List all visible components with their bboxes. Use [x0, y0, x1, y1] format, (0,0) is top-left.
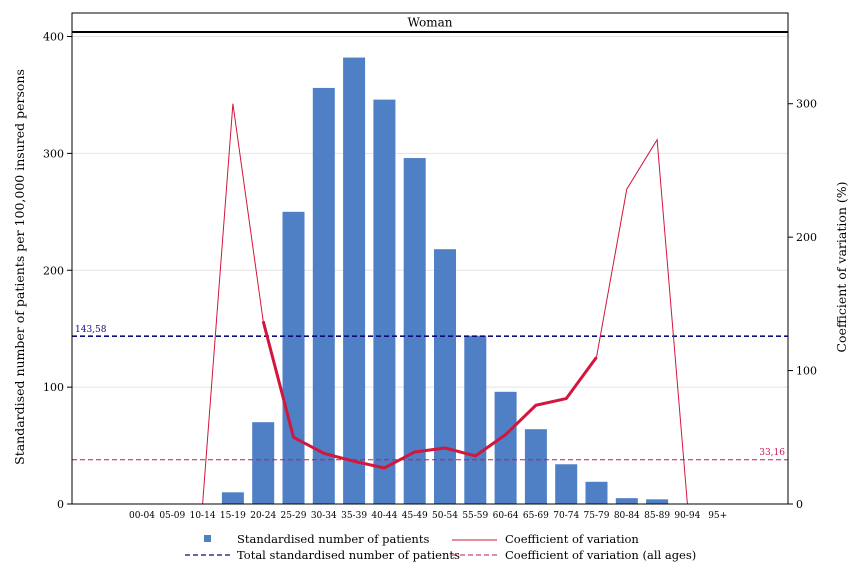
y-left-tick-label: 300 [43, 147, 64, 160]
x-tick-label: 30-34 [311, 511, 337, 521]
y-right-tick-label: 300 [796, 98, 817, 111]
x-tick-label: 20-24 [250, 511, 276, 521]
gridlines [72, 36, 788, 388]
y-left-tick-label: 0 [57, 498, 64, 511]
legend-marker-bar [204, 535, 211, 542]
y-axis-left-label: Standardised number of patients per 100,… [12, 69, 27, 465]
x-tick-label: 60-64 [493, 511, 519, 521]
bar-50-54 [434, 249, 456, 504]
x-tick-label: 10-14 [190, 511, 216, 521]
bar-45-49 [403, 158, 426, 504]
x-tick-label: 95+ [708, 511, 727, 521]
cv-line-series [202, 103, 688, 505]
y-left-tick-label: 400 [43, 31, 64, 44]
x-tick-label: 50-54 [432, 511, 458, 521]
bar-15-19 [221, 492, 244, 504]
legend-label-cv: Coefficient of variation [505, 532, 639, 546]
bar-35-39 [343, 57, 366, 504]
y-left-tick-label: 100 [43, 381, 64, 394]
x-tick-label: 25-29 [281, 511, 307, 521]
y-left-tick-label: 200 [43, 264, 64, 277]
legend: Standardised number of patients Coeffici… [185, 532, 696, 562]
x-tick-label: 45-49 [402, 511, 428, 521]
bar-65-69 [524, 429, 547, 504]
bar-55-59 [464, 335, 487, 504]
x-tick-label: 65-69 [523, 511, 549, 521]
x-tick-label: 75-79 [584, 511, 610, 521]
x-tick-label: 05-09 [159, 511, 185, 521]
y-right-tick-label: 0 [796, 498, 803, 511]
x-tick-label: 90-94 [674, 511, 700, 521]
bar-40-44 [373, 99, 396, 505]
legend-label-total: Total standardised number of patients [237, 548, 460, 562]
y-right-tick-label: 200 [796, 231, 817, 244]
x-tick-label: 80-84 [614, 511, 640, 521]
bar-85-89 [646, 499, 669, 504]
y-axis-right-label: Coefficient of variation (%) [834, 181, 849, 352]
bar-80-84 [615, 498, 638, 504]
plot-frame [71, 12, 789, 505]
total-reference-label: 143,58 [75, 325, 107, 335]
x-tick-label: 85-89 [644, 511, 670, 521]
panel-title: Woman [407, 16, 452, 30]
x-tick-label: 70-74 [553, 511, 579, 521]
cv-line-emphasis [261, 320, 598, 470]
x-tick-label: 40-44 [371, 511, 397, 521]
x-tick-label: 55-59 [462, 511, 488, 521]
bar-25-29 [282, 211, 305, 504]
axis-ticks: 0 100 200 300 400 0 100 200 300 [43, 31, 817, 511]
legend-label-bar: Standardised number of patients [237, 532, 429, 546]
bar-series [221, 57, 669, 505]
y-right-tick-label: 100 [796, 365, 817, 378]
x-tick-label: 35-39 [341, 511, 367, 521]
bar-60-64 [494, 391, 517, 504]
bar-70-74 [555, 464, 578, 504]
reference-lines: 143,58 33,16 [72, 325, 788, 461]
cv-all-reference-label: 33,16 [759, 448, 785, 458]
x-tick-label: 00-04 [129, 511, 155, 521]
bar-30-34 [312, 87, 335, 505]
x-axis-ticks: 00-04 05-09 10-14 15-19 20-24 25-29 30-34 35-39… [129, 511, 727, 521]
x-tick-label: 15-19 [220, 511, 246, 521]
bar-75-79 [585, 481, 608, 504]
bar-20-24 [252, 422, 275, 504]
legend-label-cv-all: Coefficient of variation (all ages) [505, 548, 696, 562]
